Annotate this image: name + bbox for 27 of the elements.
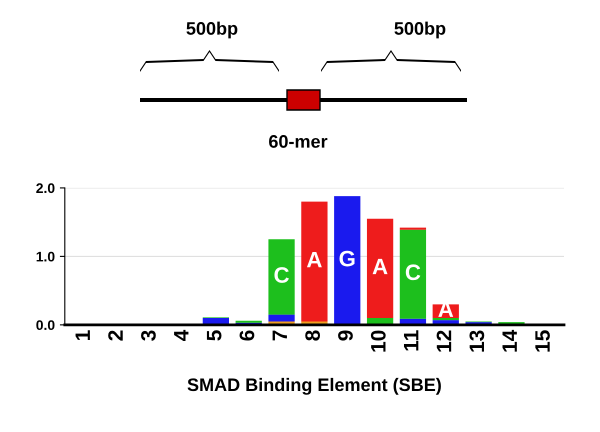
x-tick-label: 3	[141, 330, 156, 341]
x-tick-label: 15	[535, 330, 550, 352]
x-tick-label: 7	[272, 330, 287, 340]
x-tick-label: 8	[305, 330, 320, 341]
text: C	[406, 264, 420, 280]
text: A	[372, 258, 388, 274]
x-axis-title: SMAD Binding Element (SBE)	[188, 378, 441, 395]
x-tick-label: 13	[469, 330, 484, 352]
series-label: C	[274, 267, 289, 283]
x-tick-label: 9	[338, 330, 353, 341]
x-tick-label: 12	[436, 330, 452, 352]
text: 500bp	[394, 22, 446, 38]
x-tick-label: 10	[370, 330, 386, 352]
y-tick-label: 0.0	[36, 320, 55, 330]
x-tick-label: 5	[206, 330, 222, 341]
x-tick-label: 6	[240, 330, 254, 341]
x-tick-label: 14	[502, 330, 517, 352]
series-label: G	[340, 250, 355, 266]
text: 500bp	[186, 22, 238, 38]
text: 60-mer	[269, 135, 328, 148]
x-tick-label: 1	[76, 330, 90, 340]
text: A	[306, 252, 322, 268]
y-tick-label: 2.0	[36, 183, 55, 194]
x-tick-label: 4	[174, 330, 188, 341]
x-tick-label: 2	[108, 330, 123, 341]
x-tick-label: 11	[404, 330, 418, 350]
y-tick-label: 1.0	[36, 252, 55, 262]
